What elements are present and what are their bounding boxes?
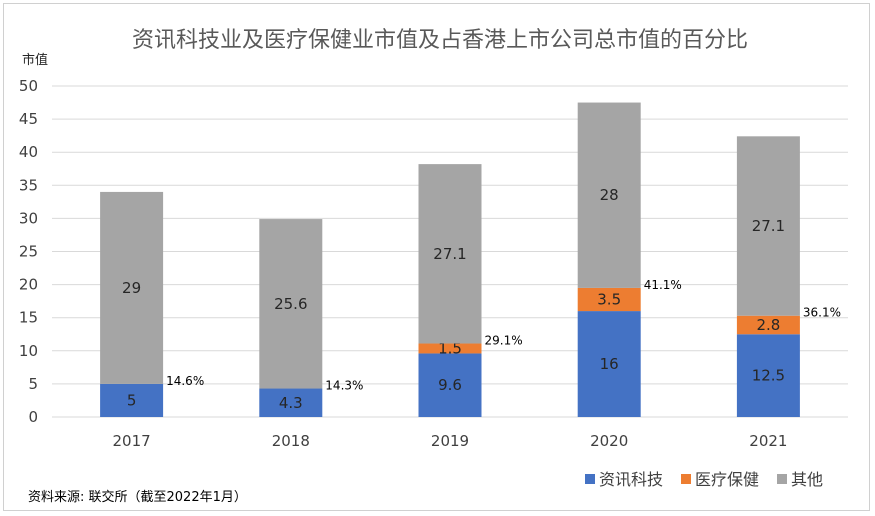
legend-label: 医疗保健	[695, 470, 759, 489]
y-axis-ticks: 0 5 10 15 20 25 30 35 40 45 50	[19, 77, 38, 426]
y-tick-label: 50	[19, 77, 38, 95]
percent-label: 29.1%	[485, 334, 523, 348]
y-tick-label: 30	[19, 209, 38, 227]
data-label: 27.1	[752, 217, 785, 235]
y-tick-label: 15	[19, 309, 38, 327]
percent-label: 36.1%	[803, 306, 841, 320]
x-tick-label: 2018	[272, 432, 310, 450]
data-label: 28	[600, 186, 619, 204]
bar-segment	[259, 219, 323, 389]
chart-title: 资讯科技业及医疗保健业市值及占香港上市公司总市值的百分比	[132, 28, 748, 53]
y-tick-label: 0	[28, 408, 38, 426]
y-tick-label: 45	[19, 110, 38, 128]
bar-segment	[736, 334, 800, 417]
bar-segment	[577, 311, 641, 417]
y-tick-label: 5	[28, 375, 38, 393]
data-label: 3.5	[597, 290, 621, 308]
percent-label: 14.3%	[325, 379, 363, 393]
legend-label: 资讯科技	[599, 470, 663, 489]
data-label: 9.6	[438, 376, 462, 394]
percent-label: 41.1%	[644, 278, 682, 292]
gridlines	[52, 85, 848, 418]
x-tick-label: 2021	[749, 432, 787, 450]
data-label: 27.1	[433, 245, 466, 263]
bars: 5 29 14.6% 4.3 25.6 14.3% 9.6 1.5 27.1 29.1% 16 3.5…	[100, 102, 841, 417]
bar-segment	[418, 343, 482, 354]
data-label: 25.6	[274, 295, 307, 313]
y-tick-label: 20	[19, 276, 38, 294]
x-tick-label: 2020	[590, 432, 628, 450]
x-axis-ticks: 2017 2018 2019 2020 2021	[113, 432, 788, 450]
legend-label: 其他	[791, 470, 823, 489]
x-tick-label: 2017	[113, 432, 151, 450]
y-tick-label: 35	[19, 176, 38, 194]
data-label: 12.5	[752, 367, 785, 385]
chart-frame	[3, 3, 870, 511]
percent-label: 14.6%	[166, 374, 204, 388]
data-label: 16	[600, 355, 619, 373]
data-label: 1.5	[438, 339, 462, 357]
legend: 资讯科技 医疗保健 其他	[585, 470, 823, 489]
bar-segment	[736, 136, 800, 316]
data-label: 5	[127, 391, 137, 409]
source-note: 资料来源: 联交所（截至2022年1月）	[28, 489, 247, 505]
data-label: 4.3	[279, 394, 303, 412]
x-tick-label: 2019	[431, 432, 469, 450]
data-label: 2.8	[756, 316, 780, 334]
bar-segment	[100, 383, 164, 417]
legend-swatch	[681, 474, 691, 484]
data-label: 29	[122, 279, 141, 297]
y-tick-label: 25	[19, 243, 38, 261]
bar-segment	[418, 353, 482, 417]
legend-swatch	[777, 474, 787, 484]
legend-swatch	[585, 474, 595, 484]
bar-segment	[577, 287, 641, 312]
y-tick-label: 10	[19, 342, 38, 360]
bar-segment	[418, 164, 482, 344]
y-tick-label: 40	[19, 143, 38, 161]
bar-segment	[577, 102, 641, 288]
bar-segment	[100, 191, 164, 384]
bar-segment	[259, 388, 323, 417]
y-axis-label: 市值	[22, 52, 48, 68]
bar-segment	[736, 315, 800, 335]
